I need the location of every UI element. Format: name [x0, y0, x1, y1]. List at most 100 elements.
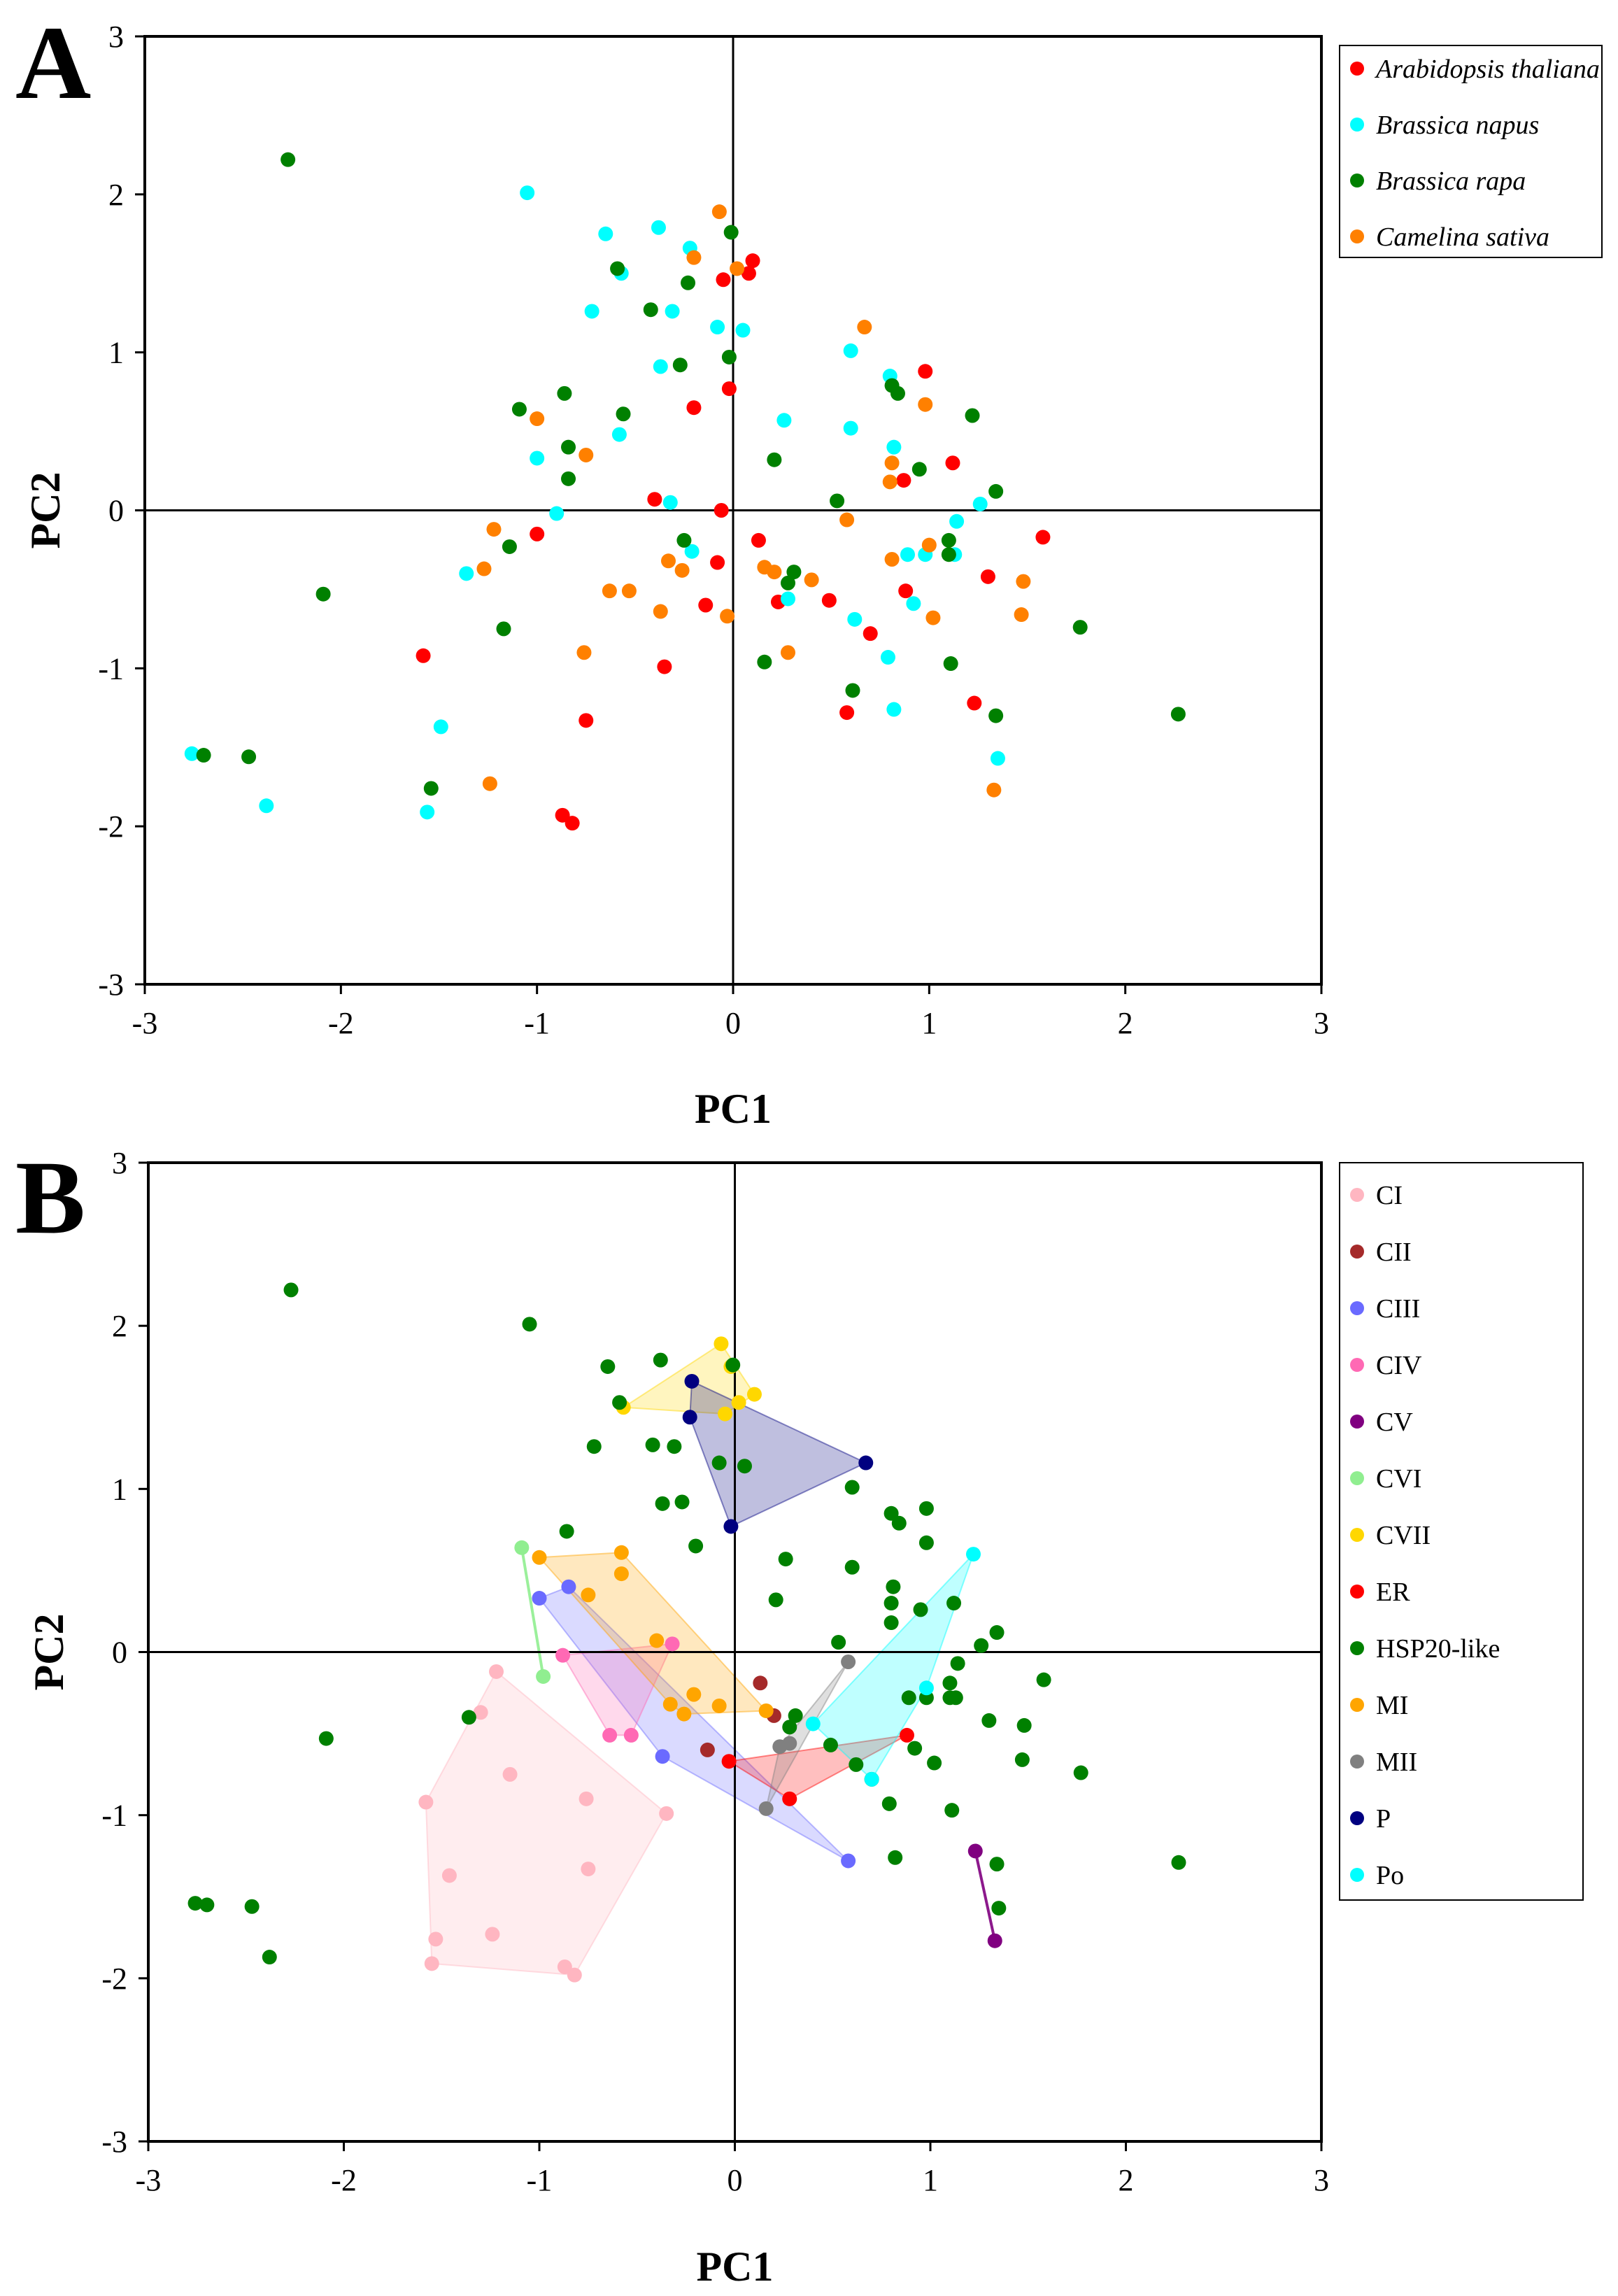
ci-point: [502, 1766, 518, 1782]
brassica-rapa-point: [911, 462, 927, 477]
legend-label-arabidopsis-thaliana: Arabidopsis thaliana: [1374, 55, 1600, 84]
brassica-rapa-point: [988, 483, 1004, 499]
legend-marker-po: [1350, 1868, 1364, 1882]
hsp20-like-point: [199, 1897, 215, 1913]
brassica-napus-point: [880, 650, 895, 665]
cvi-point: [514, 1540, 530, 1555]
arabidopsis-thaliana-point: [918, 364, 933, 379]
brassica-rapa-point: [672, 357, 688, 373]
brassica-napus-point: [259, 798, 274, 814]
legend-label-mi: MI: [1376, 1691, 1408, 1720]
ciii-point: [561, 1579, 576, 1594]
civ-point: [602, 1727, 618, 1743]
legend-box: [1339, 45, 1603, 258]
brassica-rapa-point: [643, 302, 658, 318]
legend-marker-ci: [1350, 1188, 1364, 1202]
y-tick-label: -2: [101, 1962, 127, 1996]
brassica-rapa-point: [496, 621, 511, 637]
x-tick-label: -3: [132, 1006, 158, 1040]
camelina-sativa-point: [711, 204, 727, 220]
legend-label-brassica-napus: Brassica napus: [1376, 111, 1539, 140]
camelina-sativa-point: [804, 572, 819, 588]
er-group-hull: [727, 1734, 907, 1800]
arabidopsis-thaliana-point: [579, 713, 594, 728]
ci-point: [659, 1806, 674, 1821]
brassica-napus-point: [530, 451, 545, 466]
brassica-rapa-point: [561, 471, 576, 486]
camelina-sativa-point: [986, 782, 1002, 798]
camelina-sativa-point: [579, 447, 594, 462]
po-point: [805, 1716, 821, 1731]
brassica-napus-point: [906, 596, 921, 611]
civ-point: [555, 1647, 571, 1663]
arabidopsis-thaliana-point: [714, 503, 729, 518]
brassica-napus-point: [776, 413, 792, 428]
civ-point: [623, 1727, 639, 1743]
camelina-sativa-point: [686, 250, 702, 265]
mi-point: [676, 1706, 692, 1722]
camelina-sativa-point: [530, 411, 545, 427]
brassica-rapa-point: [941, 547, 956, 562]
ci-point: [418, 1794, 434, 1810]
arabidopsis-thaliana-point: [716, 272, 731, 288]
ci-point: [557, 1960, 572, 1975]
hsp20-like-point: [788, 1708, 803, 1723]
arabidopsis-thaliana-point: [839, 705, 855, 721]
brassica-napus-point: [972, 496, 988, 511]
brassica-napus-point: [520, 185, 535, 201]
hsp20-like-point: [901, 1690, 916, 1706]
brassica-rapa-point: [610, 261, 625, 276]
brassica-rapa-point: [780, 575, 795, 590]
x-tick-label: 3: [1314, 2163, 1329, 2197]
camelina-sativa-point: [839, 512, 855, 527]
legend-label-camelina-sativa: Camelina sativa: [1376, 222, 1549, 252]
y-tick-label: -2: [98, 809, 124, 844]
mii-point: [841, 1654, 856, 1669]
brassica-napus-point: [735, 323, 751, 338]
arabidopsis-thaliana-point: [745, 253, 760, 269]
po-point: [864, 1771, 879, 1787]
hsp20-like-point: [711, 1455, 727, 1471]
brassica-napus-point: [847, 611, 863, 627]
mi-group-hull: [537, 1552, 768, 1715]
brassica-rapa-point: [676, 532, 692, 548]
cvii-point: [731, 1395, 746, 1410]
arabidopsis-thaliana-point: [530, 526, 545, 541]
legend-label-civ: CIV: [1376, 1351, 1422, 1380]
x-tick-label: 2: [1118, 1006, 1133, 1040]
legend-marker-cvii: [1350, 1528, 1364, 1542]
arabidopsis-thaliana-point: [721, 381, 737, 397]
brassica-napus-point: [949, 513, 965, 529]
legend-marker-camelina-sativa: [1350, 229, 1364, 243]
legend-label-ci: CI: [1376, 1181, 1403, 1210]
p-point: [858, 1455, 874, 1471]
brassica-napus-point: [780, 591, 795, 607]
legend-marker-ciii: [1350, 1301, 1364, 1315]
x-tick-label: -1: [527, 2163, 553, 2197]
arabidopsis-thaliana-point: [863, 626, 878, 642]
hsp20-like-point: [849, 1757, 864, 1772]
hsp20-like-point: [655, 1496, 670, 1511]
legend-label-p: P: [1376, 1804, 1391, 1834]
brassica-rapa-point: [786, 565, 802, 580]
y-axis-title: PC2: [26, 1614, 72, 1691]
brassica-napus-point: [886, 439, 902, 455]
camelina-sativa-point: [780, 645, 795, 660]
arabidopsis-thaliana-point: [1035, 530, 1051, 545]
mii-point: [782, 1736, 797, 1751]
ci-point: [489, 1664, 504, 1679]
camelina-sativa-point: [720, 609, 735, 624]
hsp20-like-point: [883, 1615, 899, 1631]
hsp20-like-point: [1014, 1752, 1030, 1767]
hsp20-like-point: [737, 1459, 752, 1474]
ciii-point: [655, 1749, 670, 1764]
ci-point: [579, 1791, 594, 1806]
camelina-sativa-point: [884, 552, 900, 567]
ci-point: [428, 1932, 443, 1947]
hsp20-like-point: [600, 1359, 616, 1374]
camelina-sativa-point: [1016, 574, 1031, 589]
ciii-point: [841, 1853, 856, 1869]
legend-label-cvii: CVII: [1376, 1521, 1431, 1550]
camelina-sativa-point: [767, 565, 782, 580]
